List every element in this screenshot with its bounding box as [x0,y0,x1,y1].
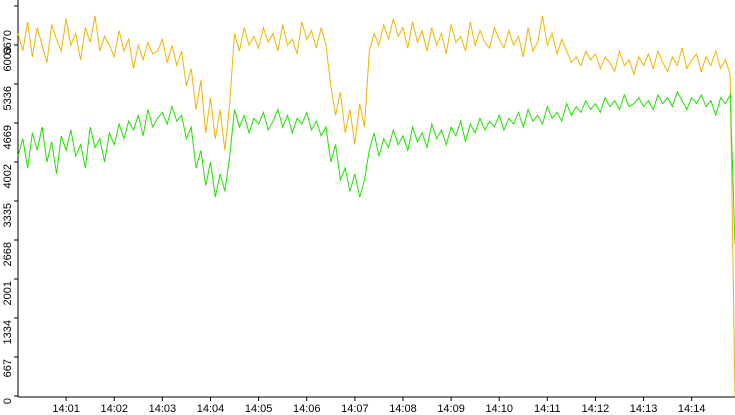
y-tick-label: 4002 [2,164,14,188]
y-tick-label: 1334 [2,320,14,344]
x-tick-label: 14:12 [582,403,610,415]
x-tick-label: 14:03 [149,403,177,415]
y-tick-label: 6670 [2,30,14,54]
x-tick-label: 14:06 [293,403,321,415]
x-tick-label: 14:11 [534,403,561,415]
y-tick-label: 667 [2,359,14,377]
series-line [17,90,735,245]
x-tick-label: 14:08 [389,403,417,415]
x-tick-label: 14:07 [341,403,369,415]
x-tick-label: 14:05 [245,403,273,415]
y-tick-label: 2001 [2,281,14,305]
x-tick-label: 14:14 [678,403,706,415]
x-tick-label: 14:09 [437,403,465,415]
y-tick-label: 6003 [2,47,14,71]
x-tick-label: 14:01 [52,403,80,415]
y-tick-label: 2668 [2,242,14,266]
y-tick-label: 5336 [2,86,14,110]
y-tick-label: 4669 [2,125,14,149]
x-tick-label: 14:10 [485,403,513,415]
series-line [17,15,735,397]
x-tick-label: 14:13 [630,403,658,415]
x-tick-label: 14:02 [100,403,128,415]
y-tick-label: 3335 [2,203,14,227]
x-tick-label: 14:04 [197,403,225,415]
y-tick-label: 0 [2,398,14,404]
